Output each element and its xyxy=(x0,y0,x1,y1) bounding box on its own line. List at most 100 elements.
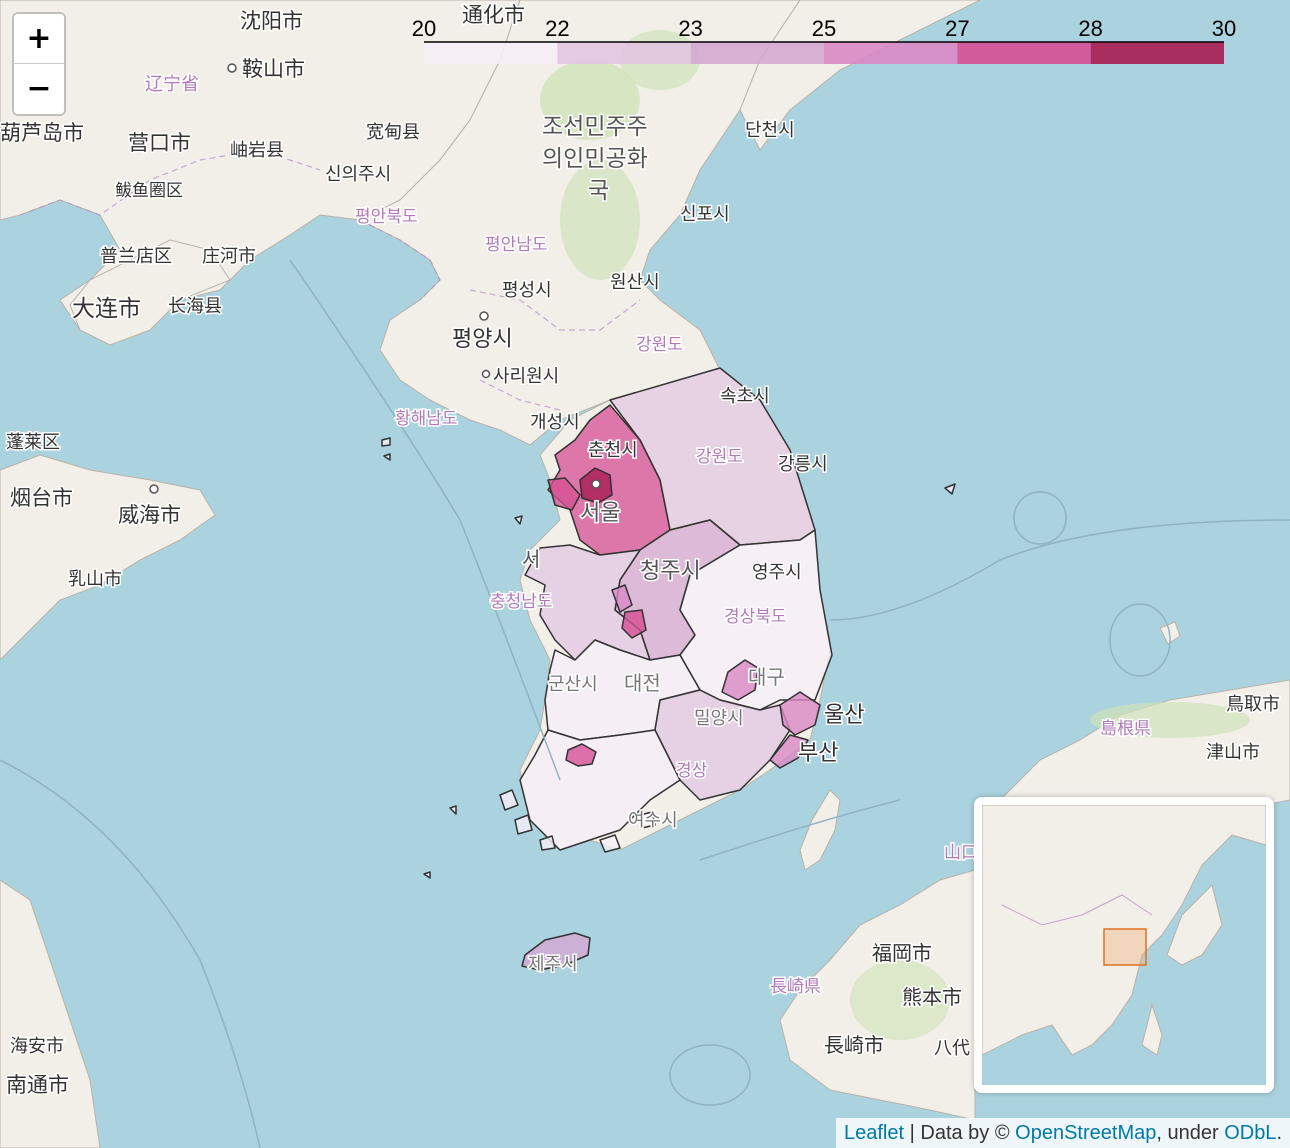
zoom-out-button[interactable]: − xyxy=(14,64,64,114)
label-anshan: 鞍山市 xyxy=(242,57,305,81)
region-gwangju[interactable] xyxy=(565,743,597,767)
label-bayuquan: 鲅鱼圈区 xyxy=(115,181,183,201)
region-sejong[interactable] xyxy=(611,584,633,613)
land-jiangsu xyxy=(0,879,101,1148)
label-penglai: 蓬莱区 xyxy=(6,432,60,453)
label-tonghua: 通化市 xyxy=(462,3,525,27)
legend-color-swatch xyxy=(824,42,958,64)
label-dalian: 大连市 xyxy=(72,296,141,322)
label-chuncheon: 춘천시 xyxy=(588,440,638,461)
region-busan[interactable] xyxy=(769,734,809,769)
label-huludao: 葫芦岛市 xyxy=(0,121,84,145)
label-shimane: 島根県 xyxy=(1100,719,1151,739)
maritime-lines xyxy=(0,259,1290,1148)
label-gyeongsang: 경상 xyxy=(676,761,708,781)
label-gyeongbuk: 경상북도 xyxy=(724,607,787,627)
label-fukuoka: 福岡市 xyxy=(872,941,932,965)
map-attribution: Leaflet | Data by © OpenStreetMap, under… xyxy=(836,1118,1290,1148)
region-jeju[interactable] xyxy=(521,932,591,971)
label-tanchon: 단천시 xyxy=(745,120,795,141)
label-wonsan: 원산시 xyxy=(610,272,660,293)
label-chungju: 청주시 xyxy=(640,559,701,584)
odbl-link[interactable]: ODbL xyxy=(1224,1122,1277,1144)
label-daegu: 대구 xyxy=(748,665,785,689)
leaflet-link[interactable]: Leaflet xyxy=(844,1122,905,1144)
legend-tick-label: 28 xyxy=(1078,16,1102,41)
region-jeonnam[interactable] xyxy=(519,729,681,851)
region-daejeon[interactable] xyxy=(621,609,647,639)
label-changhai: 长海县 xyxy=(168,296,222,317)
legend-color-swatch xyxy=(957,42,1091,64)
land-shandong xyxy=(0,454,216,661)
label-gunsan: 군산시 xyxy=(548,674,598,695)
label-pyongannam: 평안남도 xyxy=(485,235,548,255)
label-daejeon: 대전 xyxy=(624,671,661,695)
legend-color-swatch xyxy=(690,42,824,64)
label-sokcho: 속초시 xyxy=(720,386,770,407)
label-pulandian: 普兰店区 xyxy=(100,246,172,267)
attribution-under: , under xyxy=(1156,1122,1225,1144)
label-hwanghae: 황해남도 xyxy=(395,409,458,429)
label-zhuanghe: 庄河市 xyxy=(202,246,256,267)
minimap[interactable] xyxy=(974,797,1274,1093)
legend-tick-label: 25 xyxy=(812,16,836,41)
label-rushan: 乳山市 xyxy=(68,569,122,590)
land-northeast xyxy=(739,0,981,151)
label-haian: 海安市 xyxy=(10,1036,64,1057)
label-ulsan: 울산 xyxy=(824,703,864,728)
osm-link[interactable]: OpenStreetMap xyxy=(1015,1122,1157,1144)
region-ulsan[interactable] xyxy=(779,691,821,736)
label-kuandian: 宽甸县 xyxy=(366,122,420,143)
label-gangwon-north: 강원도 xyxy=(636,335,683,355)
label-kaesong: 개성시 xyxy=(530,412,580,433)
minimap-viewport[interactable] xyxy=(1103,928,1147,966)
zoom-control: + − xyxy=(12,12,66,116)
label-yamaguchi: 山口 xyxy=(944,843,978,863)
region-daegu[interactable] xyxy=(721,659,759,701)
label-seoul: 서울 xyxy=(580,501,620,526)
label-sinuiju: 신의주시 xyxy=(325,164,391,185)
legend-tick-label: 22 xyxy=(545,16,569,41)
forest-area xyxy=(560,160,640,280)
forest-area xyxy=(540,60,640,140)
label-nantong: 南通市 xyxy=(6,1073,69,1097)
label-xiuyan: 岫岩县 xyxy=(230,140,284,161)
label-jeju: 제주시 xyxy=(528,954,578,975)
legend-color-swatch xyxy=(557,42,691,64)
region-islands xyxy=(381,437,956,879)
label-sariwon: 사리원시 xyxy=(493,366,559,387)
minimap-canvas xyxy=(982,805,1266,1085)
label-tsuyama: 津山市 xyxy=(1206,742,1260,763)
label-dprk-1: 조선민주주 xyxy=(542,114,648,140)
legend-tick-labels: 20 22 23 25 27 28 30 xyxy=(412,16,1236,41)
attribution-text: | Data by © xyxy=(904,1122,1016,1144)
city-markers xyxy=(149,63,601,494)
label-yeosu: 여수시 xyxy=(628,810,678,831)
label-yeongju: 영주시 xyxy=(752,562,802,583)
forest-area xyxy=(850,960,950,1040)
zoom-in-button[interactable]: + xyxy=(14,14,64,64)
region-incheon[interactable] xyxy=(547,477,581,511)
label-pyonganbuk: 평안북도 xyxy=(355,207,418,227)
label-pyongsong: 평성시 xyxy=(502,280,552,301)
legend-color-bar xyxy=(424,41,1224,64)
forest-area xyxy=(1090,702,1250,738)
choropleth-layer xyxy=(381,367,956,971)
label-gangneung: 강릉시 xyxy=(778,454,828,475)
legend-color-swatch xyxy=(424,42,558,64)
label-yingkou: 营口市 xyxy=(128,131,191,155)
label-miryang: 밀양시 xyxy=(694,708,744,729)
legend-tick-label: 30 xyxy=(1212,16,1236,41)
label-shenyang: 沈阳市 xyxy=(240,9,303,33)
legend-tick-label: 27 xyxy=(945,16,969,41)
legend-tick-label: 23 xyxy=(678,16,702,41)
label-dprk-3: 국 xyxy=(588,178,609,204)
label-kumamoto: 熊本市 xyxy=(902,985,962,1009)
label-busan: 부산 xyxy=(798,741,838,766)
label-tottori: 鳥取市 xyxy=(1226,694,1280,715)
label-sinpo: 신포시 xyxy=(680,204,730,225)
label-chungnam: 충청남도 xyxy=(490,592,553,612)
color-legend: 20 22 23 25 27 28 30 xyxy=(412,16,1236,64)
land-liaodong xyxy=(69,239,231,346)
